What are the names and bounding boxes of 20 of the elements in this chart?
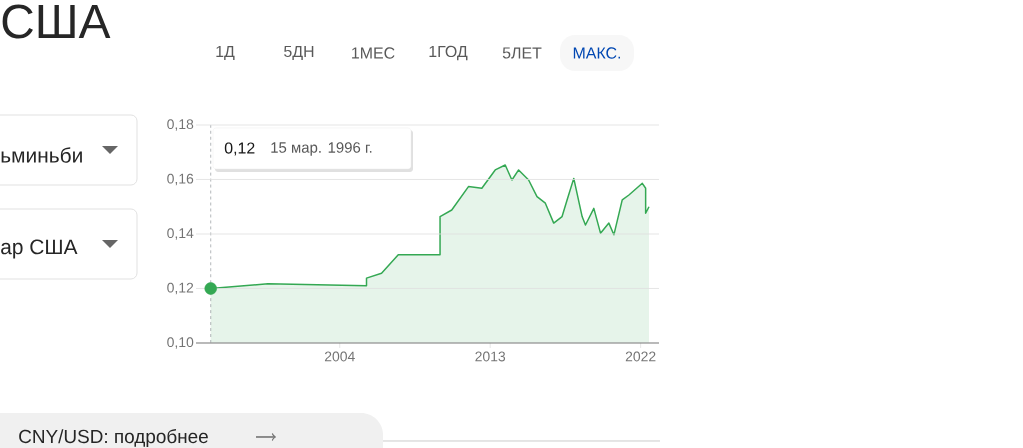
text: 1МЕС	[352, 47, 395, 59]
text: ьминьби	[1, 147, 82, 163]
text: 5ДН	[284, 45, 314, 61]
annotation: 0,12	[224, 142, 255, 156]
text: МАКС.	[573, 47, 621, 59]
y-tick-label: 0,12	[167, 282, 194, 295]
x-tick-label: 2013	[475, 351, 506, 362]
text: ар США	[1, 239, 78, 259]
x-tick-label: 2022	[625, 351, 656, 362]
text: 5ЛЕТ	[502, 47, 542, 59]
y-tick-label: 0,14	[167, 228, 194, 240]
annotation: 15 мар. 1996 г.	[271, 142, 372, 156]
y-tick-label: 0,16	[167, 173, 194, 186]
text: 1ГОД	[429, 45, 468, 61]
y-tick-label: 0,18	[167, 119, 194, 131]
y-tick-label: 0,10	[167, 337, 194, 349]
text: CNY/USD: подробнее	[19, 429, 208, 447]
chart-title: США	[2, 4, 111, 39]
x-tick-label: 2004	[324, 351, 355, 362]
text: 1Д	[216, 45, 235, 61]
